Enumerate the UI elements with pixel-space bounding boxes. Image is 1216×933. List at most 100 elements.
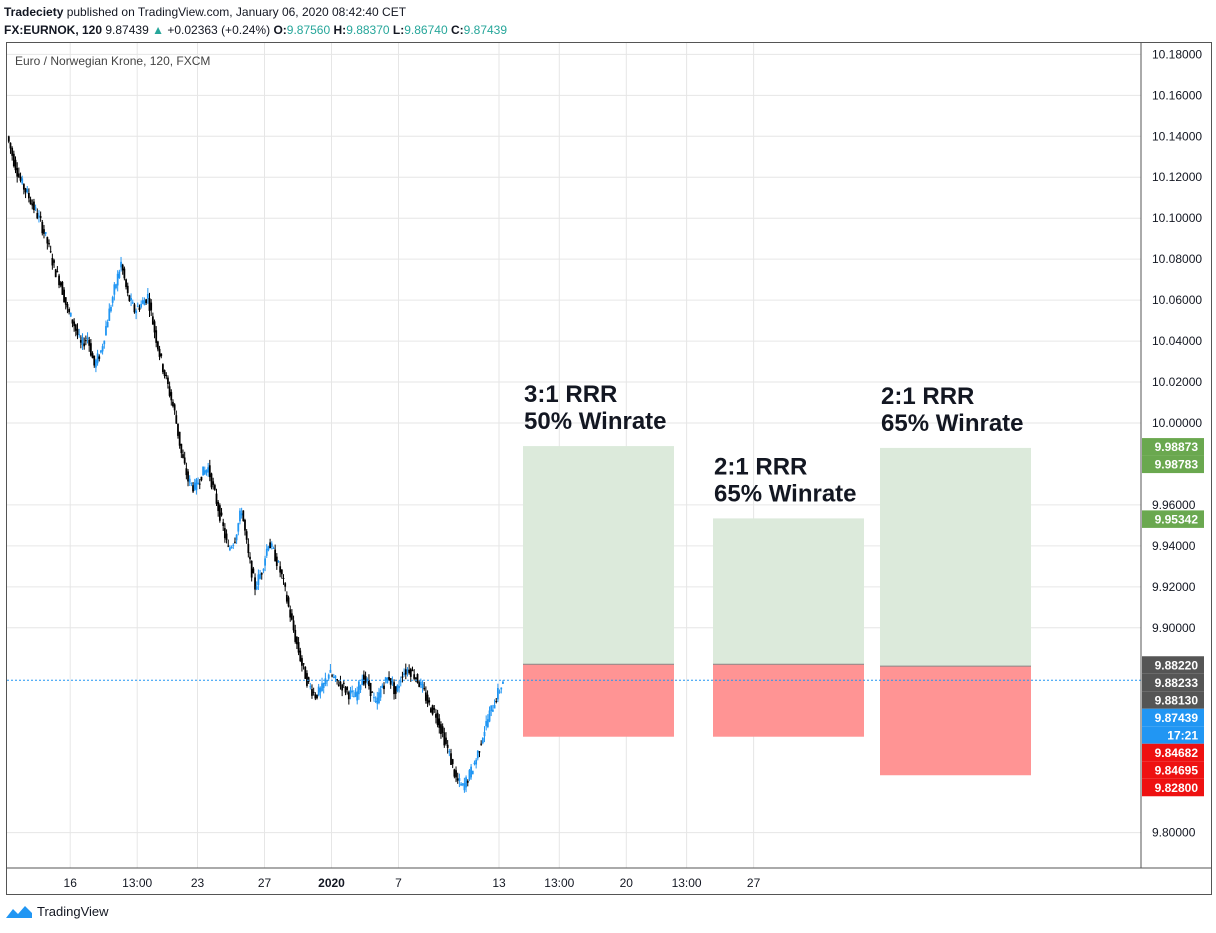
candle-body [297, 642, 300, 653]
price-label-box [1142, 743, 1204, 762]
candle-body [359, 685, 362, 690]
candle-body [108, 308, 111, 321]
price-label-text: 9.87439 [1155, 711, 1199, 725]
candle-body [120, 261, 122, 268]
candle-body [414, 677, 417, 679]
x-tick-label: 13:00 [672, 876, 702, 890]
candle-body [260, 573, 263, 575]
candle-body [163, 370, 166, 376]
price-axis[interactable]: 10.18000 10.16000 10.14000 10.12000 10.10000… [1152, 47, 1202, 839]
candle-body [470, 766, 472, 778]
candle-body [162, 364, 164, 373]
candle-body [265, 548, 268, 556]
candle-body [352, 696, 355, 698]
candle-body [95, 360, 97, 368]
footer-brand[interactable]: TradingView [37, 904, 109, 919]
candle-body [267, 546, 270, 551]
candle-body [111, 297, 114, 303]
candle-body [197, 482, 199, 485]
candle-body [416, 674, 419, 683]
candle-body [478, 751, 481, 753]
candle-body [312, 691, 315, 693]
loss-zone [523, 664, 674, 737]
candle-body [73, 321, 76, 327]
candle-body [438, 718, 441, 728]
high-label: H: [333, 23, 347, 37]
candle-body [105, 326, 107, 336]
chart-frame[interactable] [6, 42, 1212, 895]
candle-body [337, 684, 340, 687]
candle-body [34, 207, 37, 209]
candle-body [466, 780, 469, 783]
candle-body [450, 753, 452, 765]
candle-body [100, 350, 102, 353]
candle-body [436, 712, 439, 726]
winrate-label: 65% Winrate [714, 480, 857, 507]
candle-body [185, 468, 188, 476]
candle-body [235, 534, 238, 541]
candle-body [406, 669, 409, 672]
candle-body [476, 750, 479, 759]
candle-body [229, 547, 231, 551]
price-label-box [1142, 708, 1204, 727]
candle-body [242, 510, 245, 522]
candle-body [24, 188, 27, 193]
candle-body [84, 340, 87, 342]
candle-body [368, 680, 370, 687]
candle-body [9, 142, 12, 149]
y-tick-label: 10.00000 [1152, 416, 1202, 430]
candle-body [413, 674, 416, 679]
candle-body [217, 502, 220, 512]
candle-body [225, 533, 228, 540]
tradingview-logo-icon [6, 905, 32, 918]
candle-body [207, 467, 210, 473]
candle-body [79, 340, 82, 343]
candle-body [239, 510, 241, 522]
candle-body [39, 216, 42, 218]
candle-body [384, 677, 387, 681]
candle-body [379, 689, 382, 698]
price-label-dark: 9.88130 [1142, 691, 1204, 709]
candle-body [128, 295, 131, 302]
price-label-text: 9.88233 [1155, 676, 1199, 690]
ratio-label: 2:1 RRR [714, 453, 807, 480]
candle-body [14, 159, 17, 171]
price-label-red: 9.84682 [1142, 743, 1204, 762]
candle-body [408, 669, 411, 674]
x-tick-label: 20 [620, 876, 634, 890]
candle-body [307, 677, 310, 682]
candle-body [374, 700, 377, 702]
candle-body [274, 549, 277, 562]
candle-body [334, 675, 337, 679]
y-tick-label: 10.08000 [1152, 252, 1202, 266]
candle-body [182, 454, 184, 458]
candle-body [332, 677, 335, 679]
candle-body [441, 726, 444, 733]
y-tick-label: 10.14000 [1152, 129, 1202, 143]
high-value: 9.88370 [346, 23, 390, 37]
candle-body [255, 586, 258, 590]
candle-body [280, 569, 283, 575]
candle-body [88, 339, 91, 346]
candle-body [394, 686, 397, 694]
candle-body [331, 675, 333, 677]
y-tick-label: 9.96000 [1152, 498, 1196, 512]
time-axis[interactable]: 16 13:00 23 27 2020 7 13 13:00 20 13:00 27 [64, 876, 761, 890]
footer: TradingView [6, 904, 109, 919]
candle-body [428, 700, 431, 703]
price-label-text: 9.98783 [1155, 458, 1199, 472]
candle-body [64, 297, 67, 305]
candle-body [31, 203, 34, 206]
author-name[interactable]: Tradeciety [4, 5, 64, 19]
candle-body [456, 778, 459, 781]
price-label-blue: 17:21 [1142, 726, 1204, 744]
candle-body [264, 558, 266, 566]
candle-body [187, 471, 189, 482]
price-label-box [1142, 455, 1204, 474]
candle-body [86, 337, 89, 340]
price-label-blue: 9.87439 [1142, 708, 1204, 727]
candle-body [336, 679, 338, 681]
candle-body [61, 281, 64, 295]
